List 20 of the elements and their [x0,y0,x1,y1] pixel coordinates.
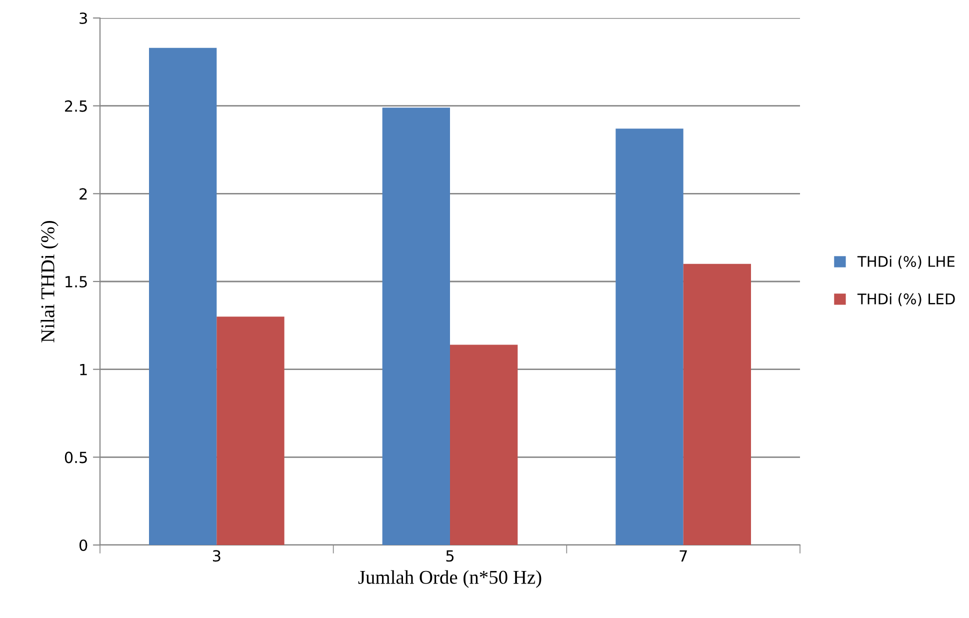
y-tick-label: 0 [79,539,88,552]
bar [382,108,450,545]
y-tick-label: 0.5 [64,452,87,464]
bar [683,264,751,545]
x-axis-title: Jumlah Orde (n*50 Hz) [358,570,542,588]
y-tick-label: 2 [80,188,87,200]
x-tick-label: 5 [446,550,454,562]
x-tick-label: 3 [212,550,220,562]
y-tick-label: 3 [80,12,87,24]
y-tick-label: 2.5 [65,100,87,112]
y-axis-title: Nilai THDi (%) [40,220,58,342]
legend-label: THDi (%) LHE [857,256,954,269]
y-tick-label: 1.5 [66,276,87,288]
bar [450,344,518,545]
y-tick-label: 1 [80,364,87,376]
legend-label: THDi (%) LED [857,293,955,306]
bar [216,316,284,545]
x-tick-label: 7 [680,550,687,562]
bar [149,48,217,545]
bar [616,128,684,545]
